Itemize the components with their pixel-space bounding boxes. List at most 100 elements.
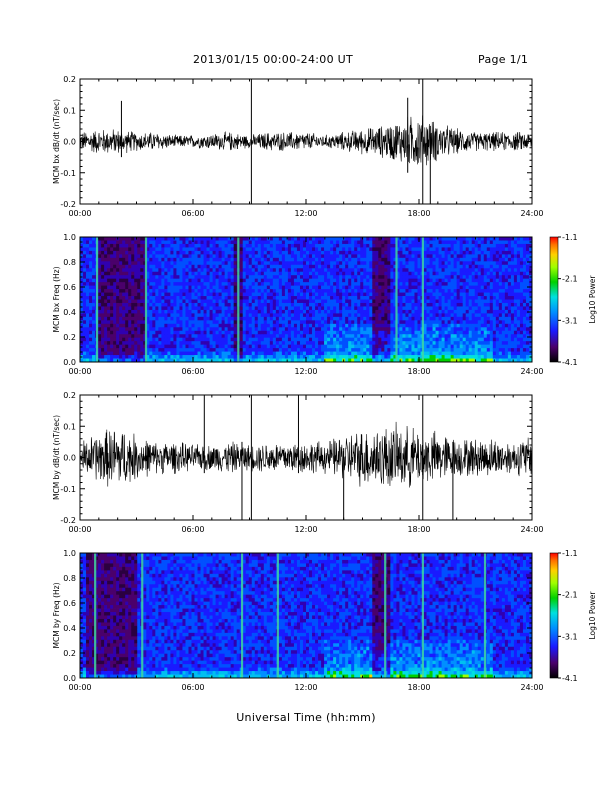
spectrogram-cell xyxy=(263,313,268,318)
spectrogram-cell xyxy=(290,320,295,325)
spectrogram-cell xyxy=(318,254,322,259)
spectrogram-cell xyxy=(80,341,84,346)
spectrogram-cell xyxy=(411,271,415,276)
spectrogram-cell xyxy=(116,296,120,300)
spectrogram-cell xyxy=(278,327,283,332)
spectrogram-cell xyxy=(438,289,442,293)
spectrogram-cell xyxy=(137,254,141,259)
spectrogram-cell xyxy=(468,240,473,245)
spectrogram-cell xyxy=(468,358,473,363)
spectrogram-cell xyxy=(155,351,159,356)
spectrogram-cell xyxy=(423,306,427,311)
y-axis-label: MCM bx dB/dt (nT/sec) xyxy=(52,99,61,184)
spectrogram-cell xyxy=(366,344,370,349)
spectrogram-cell xyxy=(128,250,132,255)
spectrogram-cell xyxy=(98,268,102,273)
spectrogram-cell xyxy=(197,316,201,321)
spectrogram-cell xyxy=(302,243,307,248)
spectrogram-cell xyxy=(245,302,250,307)
spectrogram-cell xyxy=(444,334,449,339)
spectrogram-cell xyxy=(357,289,361,293)
spectrogram-cell xyxy=(221,306,226,311)
spectrogram-cell xyxy=(86,237,90,241)
spectrogram-cell xyxy=(251,261,256,266)
spectrogram-cell xyxy=(366,285,370,290)
spectrogram-cell xyxy=(471,334,476,339)
spectrogram-cell xyxy=(351,240,355,245)
spectrogram-cell xyxy=(161,316,165,321)
spectrogram-cell xyxy=(251,278,256,283)
spectrogram-cell xyxy=(266,247,271,252)
spectrogram-cell xyxy=(405,313,409,318)
spectrogram-cell xyxy=(146,292,150,297)
spectrogram-cell xyxy=(119,250,123,255)
spectrogram-cell xyxy=(158,358,162,363)
spectrogram-cell xyxy=(245,282,250,287)
spectrogram-cell xyxy=(185,302,189,307)
spectrogram-cell xyxy=(203,282,207,287)
spectrogram-cell xyxy=(281,358,286,363)
spectrogram-cell xyxy=(230,264,235,269)
spectrogram-cell xyxy=(167,313,171,318)
spectrogram-cell xyxy=(372,316,376,321)
spectrogram-cell xyxy=(432,268,436,273)
spectrogram-cell xyxy=(203,285,207,290)
spectrogram-cell xyxy=(456,243,461,248)
spectrogram-cell xyxy=(173,243,177,248)
spectrogram-cell xyxy=(378,344,382,349)
spectrogram-cell xyxy=(384,327,388,332)
spectrogram-column xyxy=(447,237,452,363)
spectrogram-column xyxy=(119,237,123,363)
spectrogram-cell xyxy=(98,289,102,293)
spectrogram-cell xyxy=(131,296,135,300)
spectrogram-cell xyxy=(101,330,105,335)
spectrogram-cell xyxy=(342,257,346,262)
spectrogram-cell xyxy=(122,268,126,273)
spectrogram-cell xyxy=(86,247,90,252)
spectrogram-cell xyxy=(402,341,406,346)
spectrogram-cell xyxy=(411,296,415,300)
spectrogram-cell xyxy=(260,254,265,259)
spectrogram-cell xyxy=(170,237,174,241)
spectrogram-cell xyxy=(357,302,361,307)
spectrogram-cell xyxy=(131,351,135,356)
spectrogram-cell xyxy=(348,289,352,293)
spectrogram-cell xyxy=(230,285,235,290)
spectrogram-cell xyxy=(287,240,292,245)
spectrogram-cell xyxy=(92,341,96,346)
spectrogram-cell xyxy=(306,334,310,339)
spectrogram-cell xyxy=(146,309,150,314)
spectrogram-cell xyxy=(474,327,479,332)
spectrogram-cell xyxy=(357,257,361,262)
spectrogram-cell xyxy=(414,275,418,280)
spectrogram-cell xyxy=(206,341,210,346)
spectrogram-cell xyxy=(188,254,192,259)
spectrogram-cell xyxy=(110,292,114,297)
spectrogram-cell xyxy=(384,254,388,259)
spectrogram-cell xyxy=(191,292,195,297)
spectrogram-cell xyxy=(299,282,304,287)
spectrogram-cell xyxy=(405,327,409,332)
spectrogram-cell xyxy=(197,330,201,335)
spectrogram-cell xyxy=(89,264,93,269)
spectrogram-cell xyxy=(306,264,310,269)
spectrogram-cell xyxy=(453,348,458,352)
spectrogram-cell xyxy=(290,271,295,276)
spectrogram-cell xyxy=(248,309,253,314)
spectrogram-cell xyxy=(104,264,108,269)
spectrogram-cell xyxy=(333,313,337,318)
spectrogram-cell xyxy=(164,264,168,269)
spectrogram-cell xyxy=(453,275,458,280)
spectrogram-cell xyxy=(218,275,223,280)
spectrogram-cell xyxy=(450,264,455,269)
spectrogram-cell xyxy=(450,330,455,335)
spectrogram-cell xyxy=(248,306,253,311)
spectrogram-cell xyxy=(101,268,105,273)
spectrogram-cell xyxy=(333,316,337,321)
spectrogram-cell xyxy=(281,275,286,280)
spectrogram-cell xyxy=(426,264,430,269)
spectrogram-cell xyxy=(339,341,343,346)
spectrogram-column xyxy=(149,237,153,363)
spectrogram-cell xyxy=(384,275,388,280)
spectrogram-cell xyxy=(287,330,292,335)
